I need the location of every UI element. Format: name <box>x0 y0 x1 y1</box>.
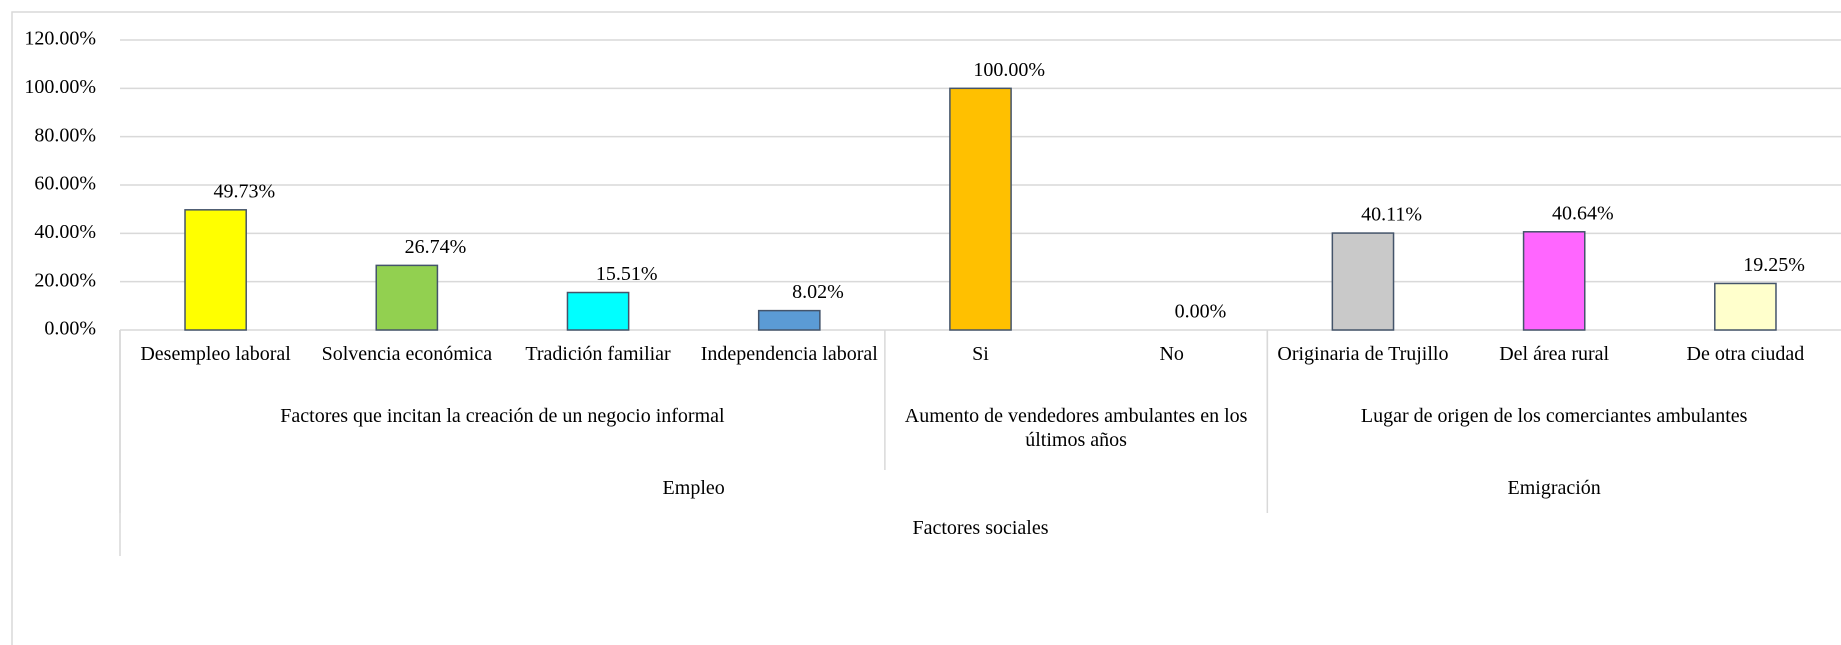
y-tick-label: 120.00% <box>24 28 96 50</box>
bar <box>1714 282 1777 331</box>
x-tick-label-box: Independencia laboral <box>700 343 878 365</box>
group-label: Aumento de vendedores ambulantes en los … <box>904 405 1248 451</box>
x-tick-label: Si <box>972 343 989 365</box>
group-label: Factores sociales <box>912 517 1049 539</box>
value-label: 8.02% <box>792 281 844 303</box>
group-label-box: Emigración <box>1507 477 1601 499</box>
y-tick-label: 100.00% <box>24 76 96 98</box>
x-tick-label: Del área rural <box>1499 343 1610 365</box>
x-tick-label-box: Originaria de Trujillo <box>1277 343 1449 365</box>
x-tick-label-box: Del área rural <box>1499 343 1610 365</box>
value-label: 40.11% <box>1361 204 1422 226</box>
value-label: 26.74% <box>405 236 467 258</box>
group-label: Emigración <box>1507 477 1601 499</box>
value-label: 19.25% <box>1743 254 1805 276</box>
value-label: 49.73% <box>213 180 275 202</box>
y-tick-label: 40.00% <box>34 221 96 243</box>
value-label: 40.64% <box>1552 202 1614 224</box>
group-label-box: Factores que incitan la creación de un n… <box>280 405 725 427</box>
x-tick-label: Independencia laboral <box>700 343 878 365</box>
bar <box>1522 231 1586 331</box>
y-tick-label: 80.00% <box>34 124 96 146</box>
y-tick-label: 0.00% <box>44 318 96 340</box>
x-tick-label: Tradición familiar <box>525 343 671 365</box>
x-tick-label-box: Solvencia económica <box>321 343 493 365</box>
chart-frame <box>11 11 1841 645</box>
group-label: Empleo <box>662 477 725 499</box>
x-tick-label-box: Tradición familiar <box>525 343 671 365</box>
y-tick-label: 60.00% <box>34 173 96 195</box>
group-label: Lugar de origen de los comerciantes ambu… <box>1360 405 1748 427</box>
x-tick-label-box: Desempleo laboral <box>140 343 291 365</box>
group-label-box: Lugar de origen de los comerciantes ambu… <box>1360 405 1748 427</box>
x-tick-label: Desempleo laboral <box>140 343 291 365</box>
value-label: 15.51% <box>596 263 658 285</box>
x-tick-label: De otra ciudad <box>1686 343 1805 365</box>
x-tick-label: Originaria de Trujillo <box>1277 343 1449 365</box>
x-tick-label-box: Si <box>972 343 989 365</box>
bar <box>375 264 439 331</box>
x-tick-label: No <box>1159 343 1184 365</box>
value-label: 100.00% <box>973 59 1045 81</box>
group-label-box: Aumento de vendedores ambulantes en los … <box>904 405 1248 451</box>
bar <box>184 209 247 331</box>
y-tick-label: 20.00% <box>34 269 96 291</box>
x-tick-label-box: De otra ciudad <box>1686 343 1805 365</box>
group-label-box: Factores sociales <box>912 517 1049 539</box>
value-label: 0.00% <box>1175 301 1227 323</box>
x-tick-label: Solvencia económica <box>321 343 493 365</box>
group-label-box: Empleo <box>662 477 725 499</box>
bar <box>566 291 630 331</box>
bar <box>949 87 1012 331</box>
bar <box>1331 232 1395 331</box>
x-tick-label-box: No <box>1159 343 1184 365</box>
group-label: Factores que incitan la creación de un n… <box>280 405 725 427</box>
bar <box>757 309 821 331</box>
